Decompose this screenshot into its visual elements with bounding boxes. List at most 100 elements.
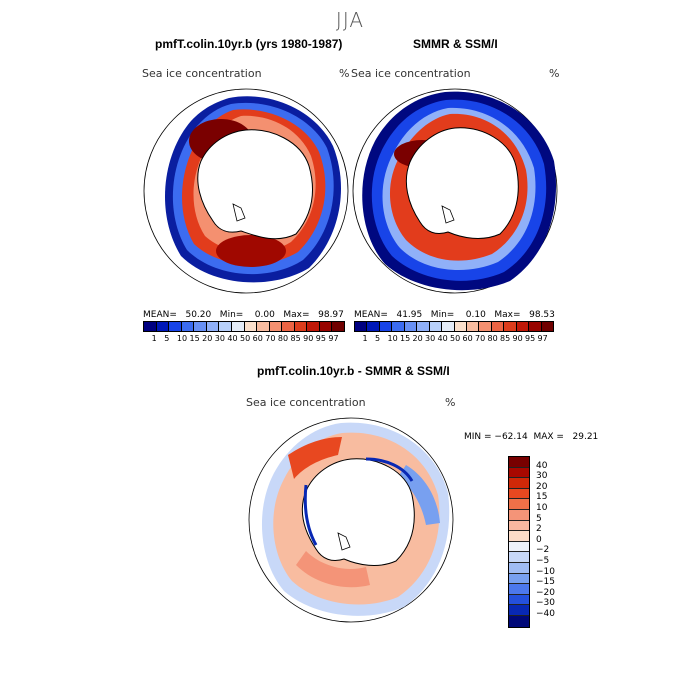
colorbar-tick-label: 95 [315,334,326,343]
colorbar-swatch [244,322,258,331]
colorbar-swatch [231,322,245,331]
panel-2-units-label: % [549,67,560,80]
colorbar-tick-label: 0 [536,534,542,545]
concentration-colorbar-2-ticks: 1 5 10 15 20 30 40 50 60 70 80 85 90 95 97 [354,334,554,346]
colorbar-tick-label: −30 [536,598,555,609]
colorbar-swatch [509,467,529,479]
colorbar-swatch [429,322,443,331]
colorbar-tick-label: −2 [536,545,550,556]
panel-1-units-label: % [339,67,350,80]
colorbar-tick-label: 40 [536,460,548,471]
colorbar-tick-label: 20 [202,334,213,343]
colorbar-tick-label: 2 [536,524,542,535]
colorbar-swatch [479,322,492,331]
concentration-colorbar-2 [354,321,554,332]
colorbar-tick-label: 15 [189,334,200,343]
colorbar-swatch [194,322,207,331]
colorbar-swatch [509,457,529,468]
colorbar-swatch [332,322,344,331]
colorbar-swatch [509,594,529,606]
colorbar-swatch [466,322,480,331]
colorbar-tick-label: −15 [536,577,555,588]
panel-1-variable-label: Sea ice concentration [142,67,262,80]
concentration-colorbar-1 [143,321,345,332]
colorbar-tick-label: 20 [536,481,548,492]
colorbar-tick-label: −10 [536,566,555,577]
colorbar-tick-label: −20 [536,587,555,598]
colorbar-tick-label: 30 [425,334,436,343]
colorbar-swatch [367,322,380,331]
panel-3-stats: MIN = −62.14 MAX = 29.21 [464,432,599,442]
colorbar-swatch [529,322,542,331]
colorbar-swatch [491,322,505,331]
colorbar-swatch [219,322,232,331]
colorbar-swatch [181,322,195,331]
colorbar-swatch [206,322,220,331]
colorbar-swatch [156,322,170,331]
colorbar-swatch [509,573,529,585]
colorbar-tick-label: 50 [240,334,251,343]
colorbar-swatch [504,322,517,331]
colorbar-tick-label: 97 [328,334,339,343]
difference-colorbar [508,456,530,628]
colorbar-swatch [509,520,529,532]
colorbar-swatch [319,322,333,331]
panel-3-variable-label: Sea ice concentration [246,396,366,409]
colorbar-swatch [509,509,529,521]
colorbar-swatch [417,322,430,331]
colorbar-tick-label: 85 [290,334,301,343]
season-title: JJA [335,8,365,32]
colorbar-swatch [509,488,529,500]
colorbar-tick-label: 30 [214,334,225,343]
map-panel-1 [143,88,349,294]
colorbar-tick-label: −5 [536,556,550,566]
colorbar-swatch [144,322,157,331]
colorbar-tick-label: 90 [303,334,314,343]
colorbar-tick-label: 50 [450,334,461,343]
colorbar-swatch [509,615,529,627]
colorbar-tick-label: 70 [475,334,486,343]
colorbar-tick-label: 15 [400,334,411,343]
panel-2-title: SMMR & SSM/I [413,37,498,51]
colorbar-swatch [355,322,368,331]
map-panel-3-difference [248,417,454,623]
colorbar-swatch [269,322,283,331]
colorbar-swatch [454,322,467,331]
colorbar-tick-label: 20 [412,334,423,343]
panel-1-stats: MEAN= 50.20 Min= 0.00 Max= 98.97 [143,310,344,320]
colorbar-swatch [379,322,393,331]
colorbar-swatch [169,322,182,331]
colorbar-swatch [509,552,529,563]
colorbar-tick-label: −40 [536,609,555,619]
colorbar-tick-label: 97 [537,334,548,343]
colorbar-tick-label: 10 [387,334,398,343]
map-panel-2 [352,88,558,294]
colorbar-tick-label: 10 [536,503,548,513]
colorbar-tick-label: 5 [164,334,170,343]
panel-3-units-label: % [445,396,456,409]
panel-3-title: pmfT.colin.10yr.b - SMMR & SSM/I [257,364,450,378]
colorbar-tick-label: 85 [500,334,511,343]
colorbar-tick-label: 95 [525,334,536,343]
colorbar-swatch [282,322,295,331]
colorbar-tick-label: 60 [462,334,473,343]
colorbar-swatch [307,322,320,331]
colorbar-tick-label: 5 [536,513,542,524]
colorbar-swatch [392,322,405,331]
colorbar-swatch [541,322,553,331]
colorbar-tick-label: 30 [536,471,548,482]
colorbar-tick-label: 1 [362,334,368,343]
concentration-colorbar-1-ticks: 1 5 10 15 20 30 40 50 60 70 80 85 90 95 97 [143,334,345,346]
colorbar-swatch [509,478,529,489]
colorbar-swatch [509,531,529,542]
colorbar-tick-label: 15 [536,492,548,503]
colorbar-swatch [509,562,529,574]
colorbar-tick-label: 40 [227,334,238,343]
colorbar-swatch [509,541,529,553]
colorbar-tick-label: 70 [265,334,276,343]
colorbar-tick-label: 80 [277,334,289,343]
colorbar-swatch [509,584,529,595]
panel-2-variable-label: Sea ice concentration [351,67,471,80]
colorbar-tick-label: 1 [151,334,157,343]
colorbar-swatch [516,322,530,331]
